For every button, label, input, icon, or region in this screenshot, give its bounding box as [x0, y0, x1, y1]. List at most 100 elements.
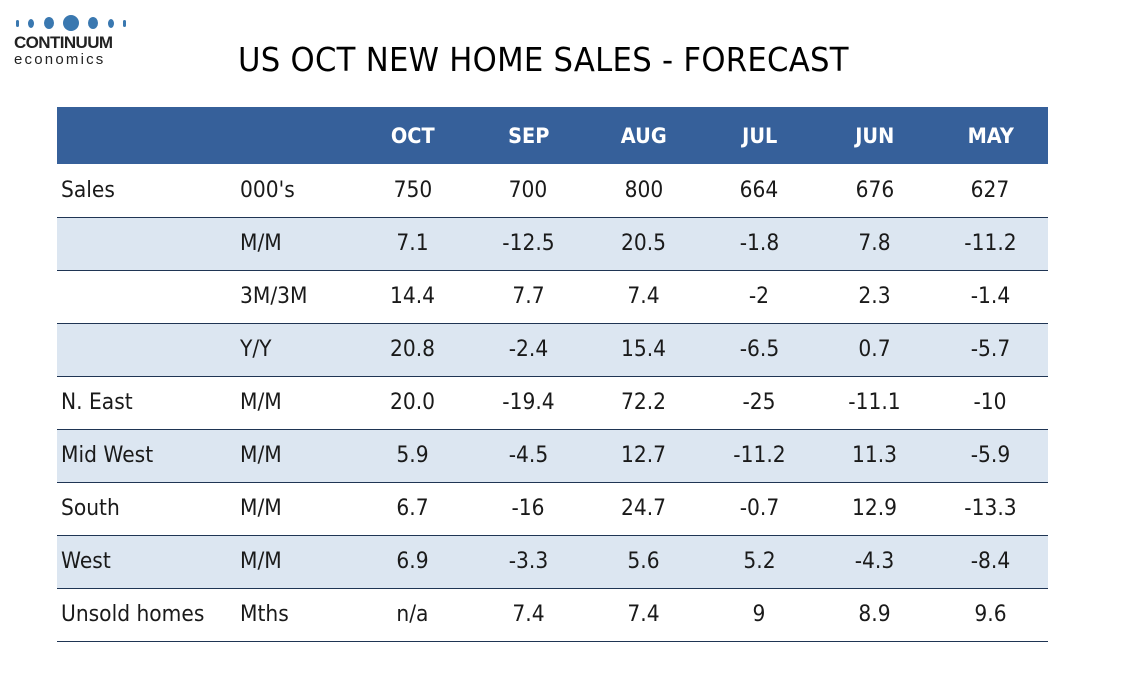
value-cell-text: 6.9	[396, 549, 429, 574]
row-unit-text: M/M	[240, 443, 282, 468]
value-cell-text: -11.2	[964, 231, 1017, 256]
value-cell-text: 676	[855, 177, 895, 203]
header-jun: JUN	[855, 123, 895, 148]
header-oct: OCT	[390, 123, 435, 148]
table-row: South M/M 6.7 -16 24.7 -0.7 12.9 -13.3	[57, 482, 1048, 535]
value-cell: 700	[471, 164, 587, 217]
value-cell: 6.7	[355, 482, 471, 535]
value-cell: 5.6	[586, 535, 702, 588]
row-unit: M/M	[240, 429, 355, 482]
value-cell-text: 664	[739, 177, 779, 203]
value-cell-text: 0.7	[858, 337, 891, 362]
value-cell: -16	[471, 482, 587, 535]
value-cell: -5.9	[933, 429, 1049, 482]
table-row: N. East M/M 20.0 -19.4 72.2 -25 -11.1 -10	[57, 376, 1048, 429]
row-unit: M/M	[240, 482, 355, 535]
value-cell-text: -11.2	[733, 443, 786, 468]
value-cell: -4.3	[817, 535, 933, 588]
value-cell-text: 20.8	[390, 337, 436, 362]
value-cell-text: 6.7	[396, 496, 429, 521]
logo-brand-text: CONTINUUM	[14, 33, 113, 52]
value-cell: 6.9	[355, 535, 471, 588]
value-cell-text: -16	[511, 496, 545, 521]
value-cell-text: 20.5	[621, 231, 667, 256]
table-header-row: OCT SEP AUG JUL JUN MAY	[57, 107, 1048, 164]
value-cell: -5.7	[933, 323, 1049, 376]
value-cell: 7.8	[817, 217, 933, 270]
value-cell-text: 9	[752, 602, 766, 627]
value-cell: -10	[933, 376, 1049, 429]
value-cell: -2.4	[471, 323, 587, 376]
row-unit: M/M	[240, 535, 355, 588]
value-cell: 7.4	[586, 270, 702, 323]
value-cell: -2	[702, 270, 818, 323]
value-cell-text: 11.3	[852, 443, 898, 468]
value-cell: 11.3	[817, 429, 933, 482]
header-jul: JUL	[741, 123, 777, 148]
row-unit-text: Y/Y	[240, 337, 272, 362]
value-cell-text: 2.3	[858, 284, 891, 309]
value-cell-text: 12.7	[621, 443, 667, 468]
value-cell-text: -2	[749, 284, 770, 309]
logo-dots-icon	[16, 14, 126, 32]
value-cell: 14.4	[355, 270, 471, 323]
value-cell-text: -19.4	[502, 390, 555, 415]
value-cell-text: 627	[970, 177, 1010, 203]
row-label: South	[57, 482, 240, 535]
value-cell: 0.7	[817, 323, 933, 376]
value-cell-text: -0.7	[739, 496, 780, 521]
value-cell: -11.1	[817, 376, 933, 429]
header-aug: AUG	[620, 123, 667, 148]
value-cell: 15.4	[586, 323, 702, 376]
value-cell-text: 14.4	[390, 284, 436, 309]
value-cell-text: 7.7	[512, 284, 545, 309]
value-cell: 24.7	[586, 482, 702, 535]
row-label	[57, 323, 240, 376]
row-label-text: Mid West	[61, 443, 154, 468]
value-cell: 7.1	[355, 217, 471, 270]
value-cell-text: -11.1	[848, 390, 901, 415]
value-cell-text: 20.0	[390, 390, 436, 415]
value-cell: -4.5	[471, 429, 587, 482]
value-cell-text: 7.4	[512, 602, 545, 627]
row-label: Mid West	[57, 429, 240, 482]
value-cell-text: -4.3	[854, 549, 895, 574]
value-cell-text: 5.6	[627, 549, 660, 574]
value-cell-text: -3.3	[508, 549, 549, 574]
value-cell: -13.3	[933, 482, 1049, 535]
row-label: Sales	[57, 164, 240, 217]
table-row: Unsold homes Mths n/a 7.4 7.4 9 8.9 9.6	[57, 588, 1048, 641]
row-unit: Y/Y	[240, 323, 355, 376]
row-unit: 3M/3M	[240, 270, 355, 323]
value-cell: -11.2	[933, 217, 1049, 270]
value-cell: 8.9	[817, 588, 933, 641]
header-unit	[245, 107, 351, 164]
continuum-economics-logo: CONTINUUM economics	[14, 14, 132, 68]
row-unit: M/M	[240, 376, 355, 429]
value-cell: 20.5	[586, 217, 702, 270]
forecast-table: OCT SEP AUG JUL JUN MAY Sales 000's 750 700…	[57, 107, 1048, 642]
row-unit-text: M/M	[240, 390, 282, 415]
value-cell-text: 5.9	[396, 443, 429, 468]
row-label: Unsold homes	[57, 588, 240, 641]
row-label-text: Sales	[61, 177, 115, 203]
header-label	[64, 107, 232, 164]
value-cell-text: -10	[973, 390, 1007, 415]
value-cell: 800	[586, 164, 702, 217]
value-cell-text: 750	[393, 177, 433, 203]
value-cell: n/a	[355, 588, 471, 641]
table-row: Mid West M/M 5.9 -4.5 12.7 -11.2 11.3 -5.9	[57, 429, 1048, 482]
value-cell-text: 9.6	[974, 602, 1007, 627]
table-row: M/M 7.1 -12.5 20.5 -1.8 7.8 -11.2	[57, 217, 1048, 270]
value-cell: 9.6	[933, 588, 1049, 641]
row-label-text: N. East	[61, 390, 133, 415]
row-unit-text: M/M	[240, 231, 282, 256]
row-unit-text: 3M/3M	[240, 284, 308, 309]
page-title: US OCT NEW HOME SALES - FORECAST	[238, 40, 849, 80]
value-cell: -1.8	[702, 217, 818, 270]
table-row: Y/Y 20.8 -2.4 15.4 -6.5 0.7 -5.7	[57, 323, 1048, 376]
value-cell: 2.3	[817, 270, 933, 323]
value-cell-text: 12.9	[852, 496, 898, 521]
row-label	[57, 270, 240, 323]
row-label	[57, 217, 240, 270]
